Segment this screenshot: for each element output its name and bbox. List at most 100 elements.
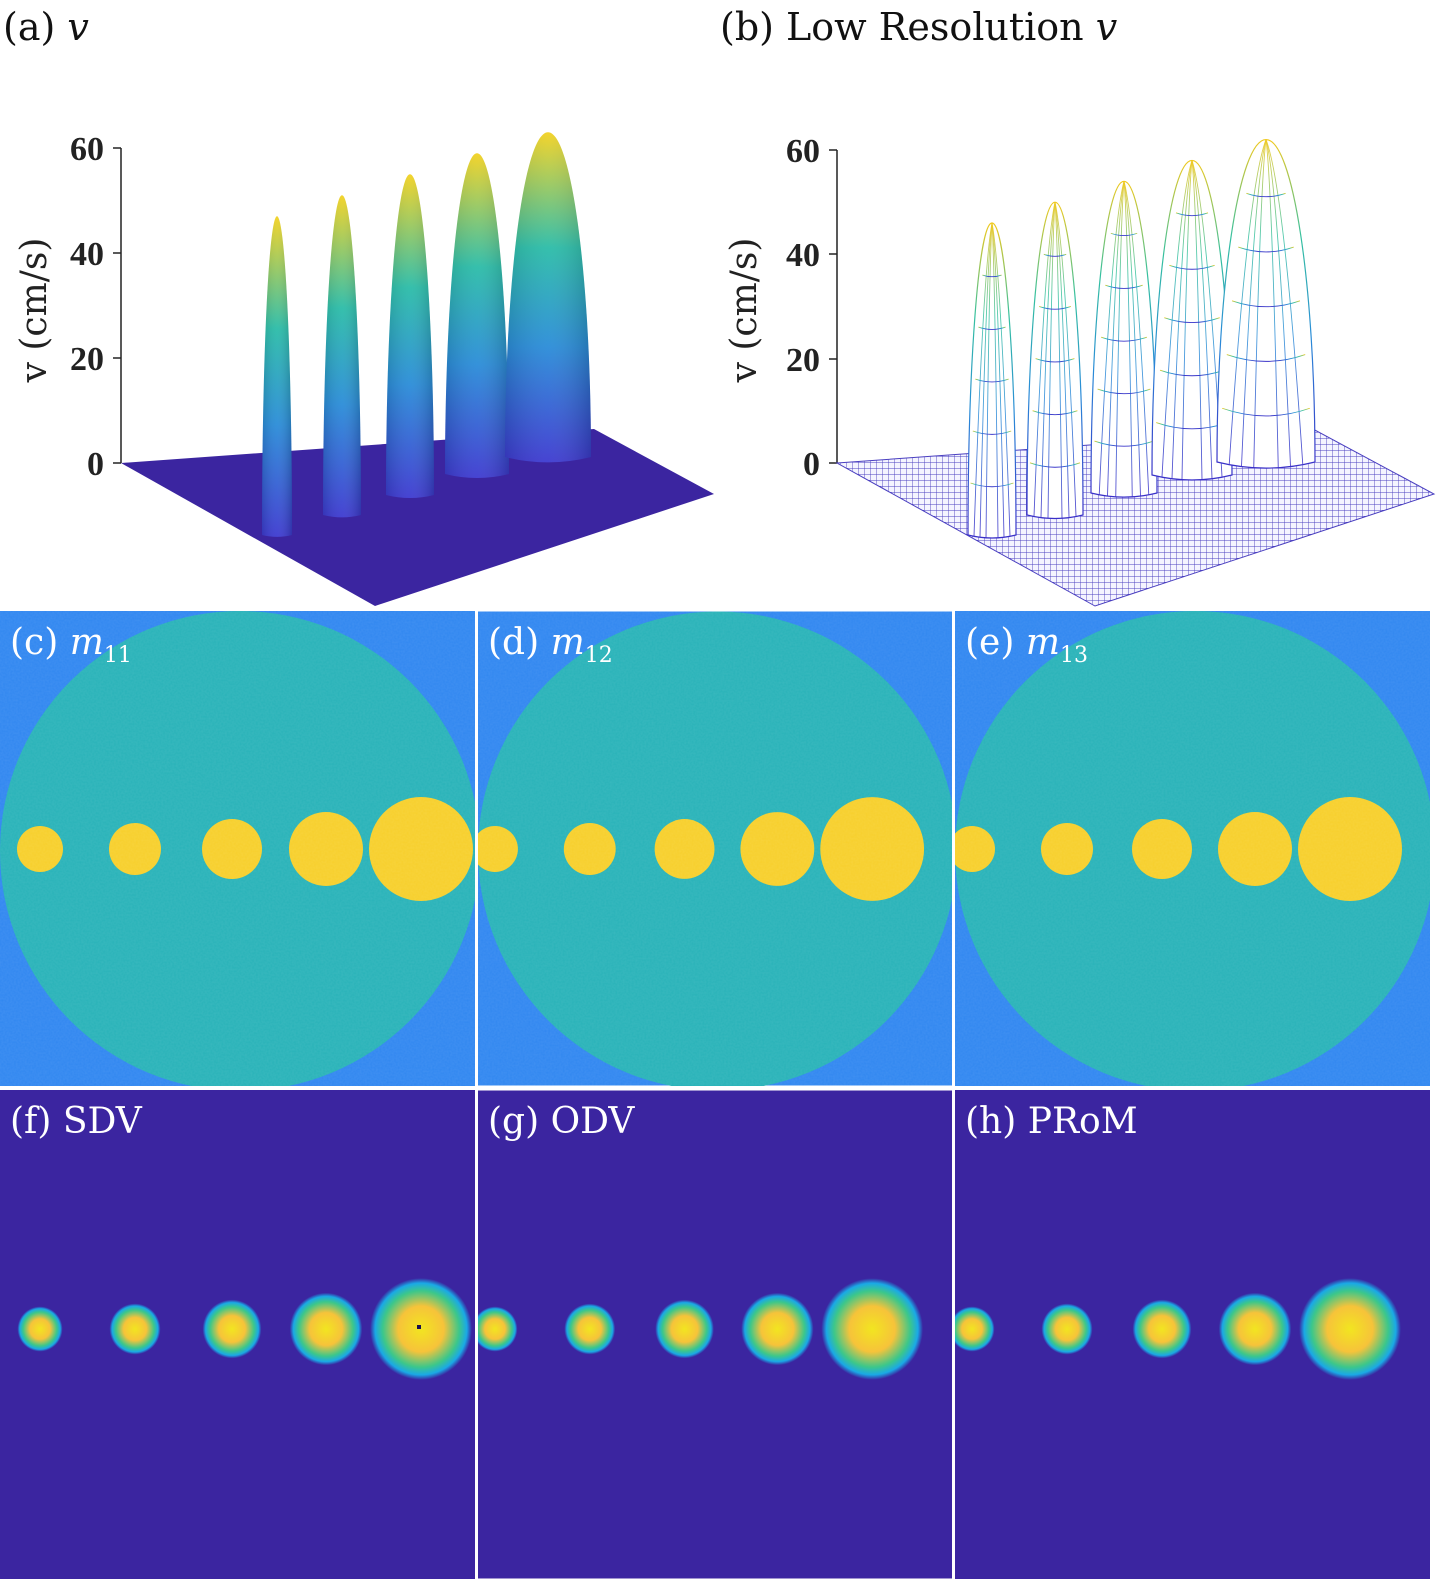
plot-b-mesh-line (1265, 139, 1291, 467)
plot-a-tick-0: 0 (87, 446, 104, 483)
plot-b-mesh-ring (1043, 253, 1067, 257)
plot-b-mesh-ring (982, 274, 1002, 278)
plot-a-peak-shade-3 (386, 174, 434, 498)
plot-b-tick-40: 40 (786, 237, 820, 274)
plot-a-peaks (262, 132, 591, 537)
plot-b-tick-0: 0 (803, 446, 820, 483)
plot-b-mesh-line (991, 222, 1005, 538)
panel-h: (h) PRoM (955, 1090, 1430, 1579)
panel-h-label: (h) PRoM (965, 1101, 1138, 1142)
plot-b-mesh-line (1123, 181, 1133, 497)
plot-b-mesh-line (1241, 139, 1267, 467)
plot-b-tick-60: 60 (786, 133, 820, 170)
plot-b-mesh-line (1123, 181, 1141, 496)
noise-overlay (0, 611, 475, 1086)
plot-b-mesh-line (991, 222, 1011, 537)
velocity-blob-1 (17, 1306, 63, 1352)
velocity-blob-5 (1299, 1278, 1401, 1380)
plot-a-axis: 60 40 20 0 v (cm/s) (14, 131, 122, 483)
plot-b-mesh-line (1161, 160, 1193, 477)
noise-overlay (955, 611, 1430, 1086)
velocity-blob-4 (1218, 1292, 1292, 1366)
plot-b-mesh-ring (1100, 336, 1148, 342)
plot-b-mesh-ring (1039, 306, 1071, 310)
panel-c-label: (c) m11 (10, 622, 132, 669)
panel-e-label: (e) m13 (965, 622, 1088, 669)
artifact-pixel (417, 1325, 421, 1329)
plot-b-mesh-line (1098, 181, 1125, 495)
velocity-blob-3 (655, 1299, 714, 1359)
panel-g-image (478, 1090, 952, 1579)
plot-b-mesh-ring (1238, 246, 1294, 253)
plot-b-mesh-ring (1110, 232, 1138, 237)
plot-b-mesh-line (1054, 202, 1070, 518)
plot-b-mesh-line (1040, 202, 1056, 518)
panel-c: (c) m11 (0, 611, 475, 1086)
plot-b-tick-20: 20 (786, 342, 820, 379)
plot-b-mesh-ring (1231, 300, 1301, 308)
plot-b-mesh-ring (1094, 440, 1154, 447)
plot-b-mesh-line (1047, 202, 1056, 519)
panel-b-title: (b) Low Resolution v (720, 5, 1118, 49)
panel-a-title: (a) v (3, 5, 89, 49)
plot-b-mesh-line (1265, 139, 1279, 468)
velocity-blob-2 (564, 1303, 616, 1355)
plot-b-mesh-ring (1226, 354, 1306, 362)
plot-b-mesh-line (1228, 139, 1267, 465)
plot-b-peaks (967, 138, 1316, 539)
noise-overlay (478, 611, 952, 1086)
plot-a-tick-40: 40 (70, 236, 104, 273)
velocity-blob-4 (289, 1292, 363, 1366)
plot-b-mesh-line (1191, 160, 1213, 479)
plot-a-ylabel: v (cm/s) (14, 238, 55, 384)
plot-b-mesh-line (1191, 160, 1203, 480)
panel-g-label: (g) ODV (488, 1101, 635, 1142)
panel-c-image (0, 611, 475, 1086)
panel-h-image (955, 1090, 1430, 1579)
plot-b-mesh-ring (1032, 410, 1078, 416)
plot-b-mesh-ring (978, 326, 1006, 330)
plot-b-mesh-ring (1029, 462, 1081, 468)
plot-b-mesh-ring (970, 482, 1014, 488)
plot-b-mesh-line (1033, 202, 1056, 517)
velocity-blob-5 (821, 1278, 924, 1380)
velocity-blob-3 (202, 1299, 262, 1359)
velocity-blob-2 (109, 1303, 161, 1355)
panel-d-label: (d) m12 (488, 622, 613, 669)
panel-d-image (478, 611, 952, 1086)
panel-f: (f) SDV (0, 1090, 475, 1579)
plot-b-mesh-line (1265, 139, 1304, 465)
panel-f-image (0, 1090, 475, 1579)
panel-d: (d) m12 (478, 611, 952, 1086)
plot-b-ylabel: v (cm/s) (724, 238, 765, 384)
panel-f-label: (f) SDV (10, 1101, 142, 1142)
plot-b-mesh-line (1054, 202, 1063, 519)
plot-b-mesh-ring (1159, 369, 1225, 377)
plot-b-mesh-line (1123, 181, 1150, 495)
surface-plots: 60 40 20 0 v (cm/s) 60 40 20 0 v (cm/s) (14, 131, 1436, 607)
plot-b-mesh-ring (975, 378, 1009, 383)
plot-b-mesh-line (991, 223, 999, 538)
plot-b-mesh-line (1107, 181, 1125, 496)
plot-a-peak-shade-1 (262, 216, 292, 537)
plot-a-tick-60: 60 (70, 131, 104, 168)
plot-b-mesh-line (1171, 160, 1193, 479)
plot-a-tick-20: 20 (70, 341, 104, 378)
plot-b-mesh-line (979, 222, 993, 538)
plot-b-mesh-line (1181, 160, 1193, 480)
plot-b-mesh-ring (1169, 264, 1215, 270)
plot-b-mesh-ring (1105, 284, 1143, 289)
velocity-blob-1 (955, 1306, 995, 1352)
plot-b-mesh-ring (1035, 358, 1075, 363)
plot-b-mesh-line (985, 223, 993, 538)
plot-b-mesh-ring (972, 430, 1012, 435)
velocity-blob-4 (741, 1292, 814, 1366)
plot-b-mesh-ring (1246, 192, 1286, 198)
velocity-blob-2 (1041, 1303, 1093, 1355)
plot-b-mesh-ring (1222, 407, 1310, 417)
panel-e-image (955, 611, 1430, 1086)
plot-b-mesh-line (1253, 139, 1267, 468)
plot-b-mesh-line (1115, 181, 1125, 497)
plot-a-peak-shade-4 (445, 153, 509, 478)
velocity-blob-3 (1132, 1299, 1192, 1359)
